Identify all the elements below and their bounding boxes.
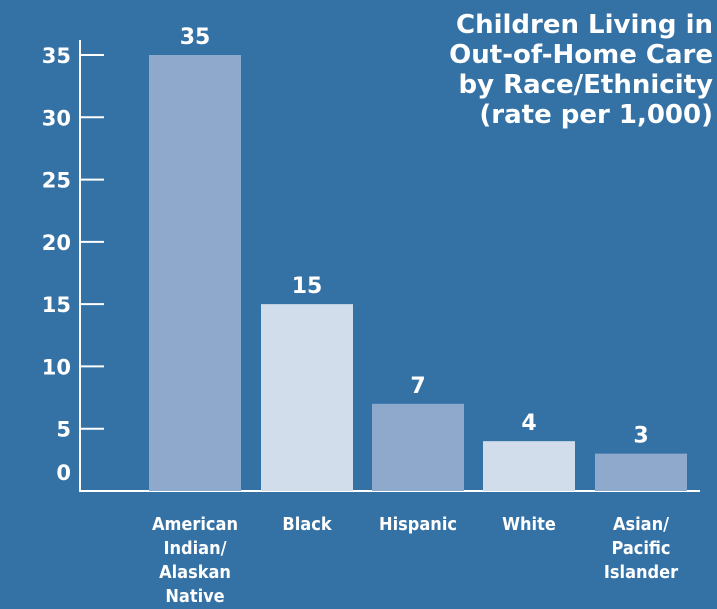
y-tick-label: 0 — [56, 461, 71, 485]
bar — [595, 453, 687, 491]
chart-title: Children Living in Out-of-Home Care by R… — [393, 10, 713, 130]
bar — [483, 441, 575, 491]
data-label: 35 — [180, 25, 211, 50]
x-category-label: Hispanic — [379, 514, 457, 535]
data-label: 4 — [521, 411, 536, 436]
data-label: 15 — [292, 274, 323, 299]
y-tick-label: 20 — [42, 231, 71, 255]
bar — [149, 55, 241, 491]
chart-title-line-4: (rate per 1,000) — [479, 100, 713, 130]
x-category-label: Native — [165, 586, 224, 607]
chart-title-line-1: Children Living in — [456, 10, 713, 40]
x-category-label: American — [152, 514, 238, 535]
y-tick-label: 25 — [42, 169, 71, 193]
chart-title-line-3: by Race/Ethnicity — [458, 70, 713, 100]
chart-title-line-2: Out-of-Home Care — [449, 40, 713, 70]
x-category-label: Pacific — [611, 538, 670, 559]
y-tick-label: 30 — [42, 106, 71, 130]
x-category-label: White — [502, 514, 556, 535]
data-label: 7 — [410, 374, 425, 399]
bar — [372, 403, 464, 491]
data-label: 3 — [633, 424, 648, 449]
y-tick-label: 35 — [42, 44, 71, 68]
y-tick-label: 15 — [42, 293, 71, 317]
x-category-label: Indian/ — [163, 538, 226, 559]
y-tick-label: 5 — [56, 418, 71, 442]
x-category-label: Asian/ — [613, 514, 669, 535]
x-category-label: Black — [282, 514, 332, 535]
bar — [261, 304, 353, 491]
y-tick-label: 10 — [42, 355, 71, 379]
x-category-label: Alaskan — [159, 562, 231, 583]
x-category-label: Islander — [604, 562, 678, 583]
